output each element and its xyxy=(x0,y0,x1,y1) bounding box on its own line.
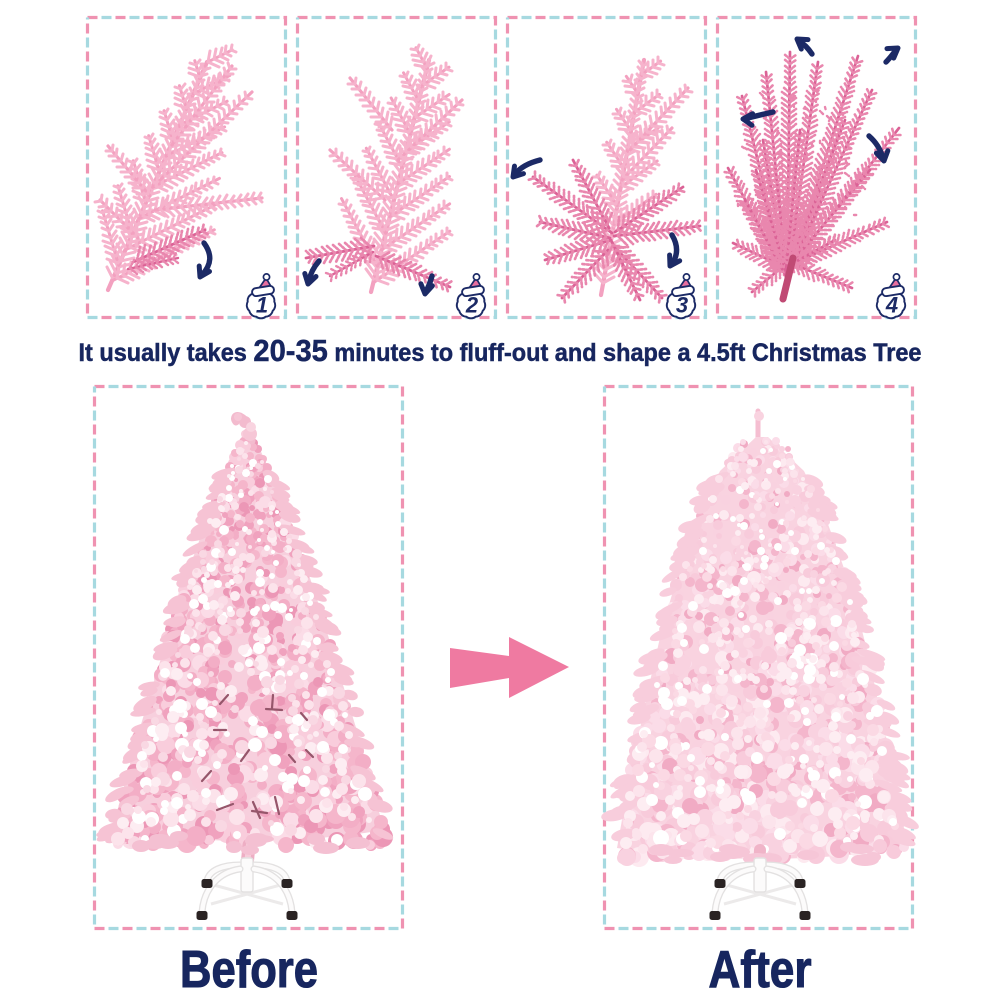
svg-text:It usually takes 20-35 minutes: It usually takes 20-35 minutes to fluff-… xyxy=(79,333,922,368)
svg-text:3: 3 xyxy=(676,293,688,318)
svg-text:1: 1 xyxy=(256,293,268,318)
svg-text:2: 2 xyxy=(465,293,479,318)
svg-text:Before: Before xyxy=(180,941,318,999)
svg-text:After: After xyxy=(709,941,812,999)
svg-text:4: 4 xyxy=(885,293,898,318)
